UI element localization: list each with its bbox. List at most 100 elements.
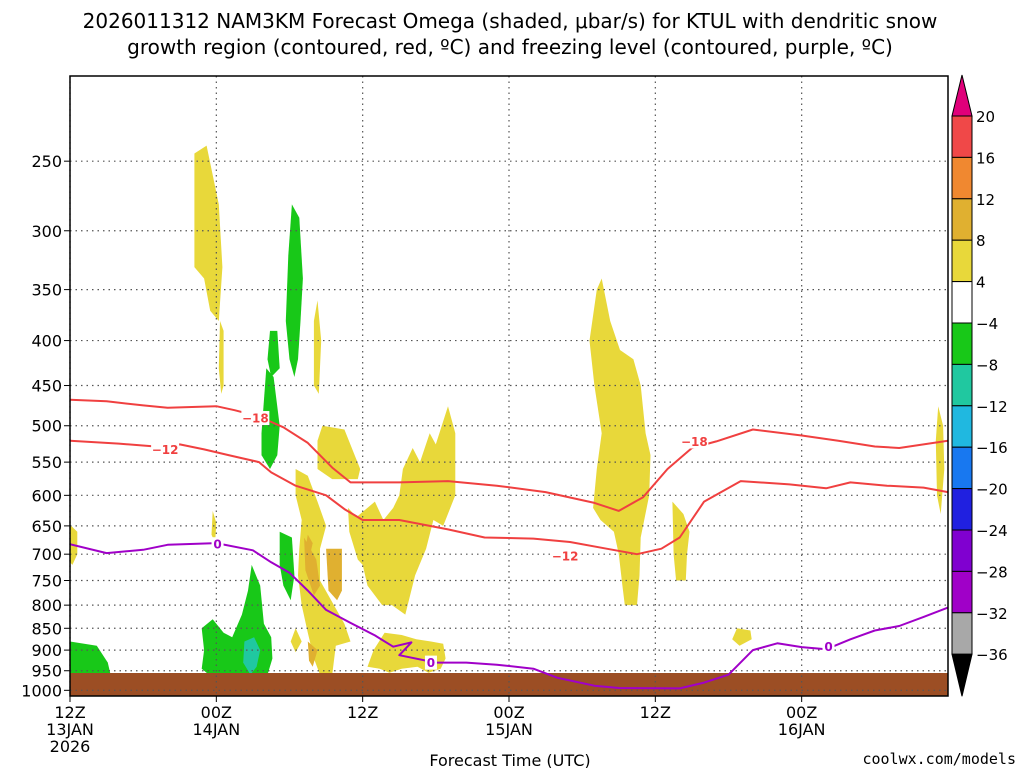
x-tick-label-12-1: 14JAN — [192, 720, 240, 739]
x-tick-label-12-0: 00Z — [201, 703, 232, 722]
colorbar-box-0 — [951, 115, 973, 158]
contour-label-bg-5 — [424, 655, 437, 670]
contour-label-3: −12 — [552, 549, 579, 563]
grid-lines — [69, 76, 948, 696]
colorbar-label-13: −36 — [976, 646, 1008, 664]
contour-label-bg-4 — [211, 537, 224, 552]
contour-label-bg-0 — [241, 411, 270, 426]
contour-label-bg-2 — [680, 434, 709, 449]
omega-region-0 — [194, 145, 223, 321]
omega-region-17 — [305, 534, 313, 555]
colorbar-label-12: −32 — [976, 605, 1008, 623]
colorbar-label-11: −28 — [976, 563, 1008, 581]
omega-region-18 — [70, 641, 112, 681]
credit-text: coolwx.com/models — [862, 750, 1016, 768]
y-tick-label-650: 650 — [31, 517, 62, 536]
colorbar-box-8 — [951, 446, 973, 490]
x-tick-label-36-1: 15JAN — [485, 720, 533, 739]
colorbar-box-7 — [951, 405, 973, 448]
omega-region-14 — [304, 537, 320, 596]
y-tick-label-500: 500 — [31, 417, 62, 436]
contour-label-bg-3 — [551, 548, 580, 563]
y-tick-label-600: 600 — [31, 486, 62, 505]
contour-label-5: 0 — [427, 656, 435, 670]
y-tick-label-900: 900 — [31, 641, 62, 660]
colorbar-box-5 — [951, 322, 973, 365]
omega-region-1 — [218, 321, 224, 394]
y-tick-label-700: 700 — [31, 545, 62, 564]
colorbar-label-2: 12 — [976, 191, 995, 209]
omega-region-22 — [279, 531, 295, 601]
y-tick-label-400: 400 — [31, 332, 62, 351]
colorbar-bottom-arrow — [951, 653, 973, 697]
colorbar-label-4: 4 — [976, 274, 986, 292]
x-tick-label-0-2: 2026 — [50, 737, 91, 756]
colorbar-box-9 — [951, 488, 973, 531]
colorbar-box-4 — [951, 281, 973, 324]
x-tick-label-0-0: 12Z — [54, 703, 85, 722]
omega-region-2 — [313, 300, 322, 394]
y-tick-label-250: 250 — [31, 152, 62, 171]
colorbar-label-8: −16 — [976, 439, 1008, 457]
x-tick-label-24-0: 12Z — [347, 703, 378, 722]
colorbar-label-9: −20 — [976, 481, 1008, 499]
colorbar-box-11 — [951, 570, 973, 614]
chart-title-line2: growth region (contoured, red, ºC) and f… — [127, 35, 893, 59]
contour-label-4: 0 — [213, 538, 221, 552]
colorbar-box-6 — [951, 363, 973, 407]
omega-region-11 — [672, 501, 690, 581]
contour-label-6: 0 — [824, 640, 832, 654]
pressure-axis: 250 300 350 400 450 500 550 600 650 700 750 800 850 9… — [21, 152, 70, 700]
x-axis-label: Forecast Time (UTC) — [429, 751, 590, 768]
omega-region-21 — [267, 330, 280, 377]
ground-surface — [70, 673, 948, 696]
y-tick-label-550: 550 — [31, 453, 62, 472]
y-tick-label-350: 350 — [31, 281, 62, 300]
omega-region-16 — [307, 641, 318, 667]
colorbar-label-3: 8 — [976, 232, 986, 250]
colorbar-label-0: 20 — [976, 108, 995, 126]
omega-region-12 — [732, 628, 752, 646]
y-tick-label-300: 300 — [31, 222, 62, 241]
x-tick-label-60-1: 16JAN — [778, 720, 826, 739]
colorbar-label-10: −24 — [976, 522, 1008, 540]
omega-region-23 — [285, 204, 303, 377]
colorbar-label-1: 16 — [976, 149, 995, 167]
chart-title-line1: 2026011312 NAM3KM Forecast Omega (shaded… — [83, 9, 938, 33]
omega-region-7 — [348, 406, 456, 615]
x-tick-label-36-0: 00Z — [493, 703, 524, 722]
omega-region-5 — [295, 469, 351, 683]
contour-line-1 — [70, 439, 948, 556]
colorbar-label-6: −8 — [976, 356, 998, 374]
contour-label-bg-1 — [151, 442, 180, 457]
colorbar-box-10 — [951, 529, 973, 572]
colorbar-box-1 — [951, 156, 973, 200]
contour-labels: −18 −12 −18 −12 0 0 0 — [151, 411, 835, 670]
y-tick-label-800: 800 — [31, 596, 62, 615]
x-tick-label-48-0: 12Z — [640, 703, 671, 722]
y-tick-label-450: 450 — [31, 377, 62, 396]
contour-line-2 — [70, 542, 948, 690]
contour-label-1: −12 — [152, 443, 179, 457]
y-tick-label-950: 950 — [31, 662, 62, 681]
colorbar-label-5: −4 — [976, 315, 998, 333]
contour-label-bg-6 — [822, 639, 835, 654]
colorbar-box-12 — [951, 612, 973, 655]
omega-region-24 — [243, 637, 261, 675]
x-tick-label-0-1: 13JAN — [46, 720, 94, 739]
temperature-contours — [70, 398, 948, 690]
contour-line-0 — [70, 398, 948, 512]
colorbar-box-3 — [951, 239, 973, 283]
omega-region-15 — [326, 548, 342, 601]
omega-region-10 — [589, 278, 651, 606]
contour-label-0: −18 — [242, 412, 269, 426]
colorbar-box-2 — [951, 198, 973, 241]
x-tick-label-60-0: 00Z — [786, 703, 817, 722]
y-tick-label-750: 750 — [31, 572, 62, 591]
omega-region-3 — [211, 510, 217, 544]
omega-region-9 — [290, 628, 302, 653]
omega-region-20 — [261, 368, 280, 469]
